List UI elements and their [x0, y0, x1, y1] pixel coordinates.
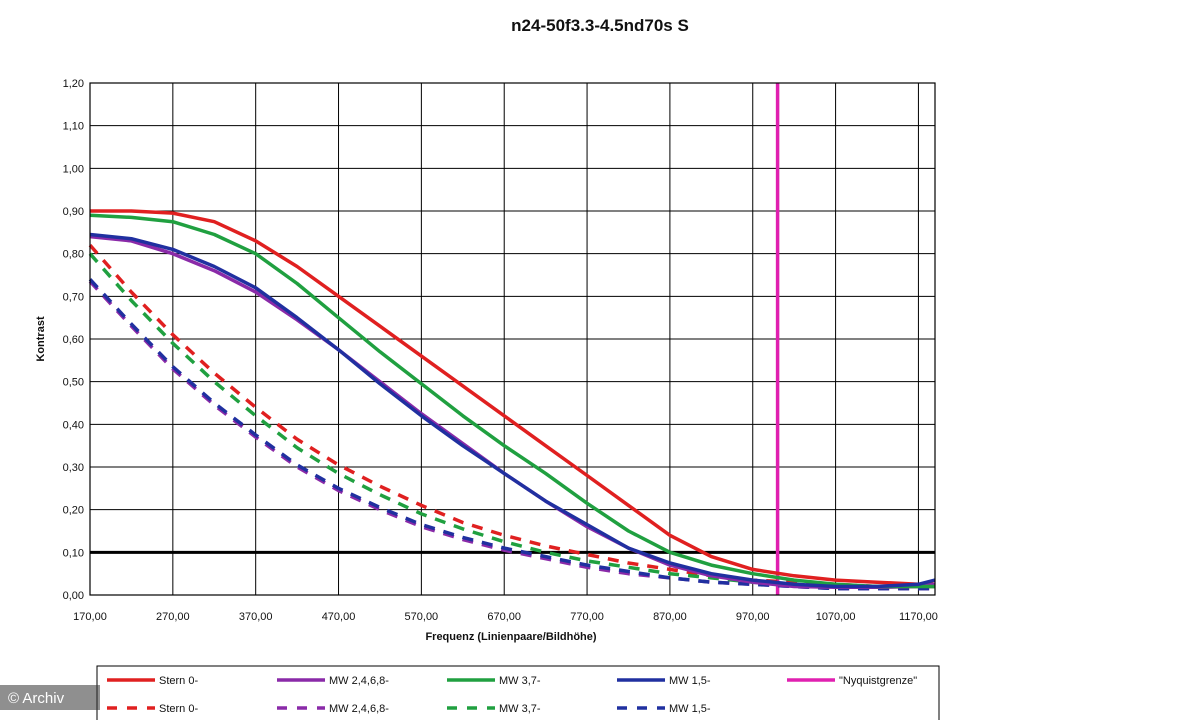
y-tick-label: 0,70: [63, 291, 84, 303]
series-line-solid-3: [89, 232, 936, 589]
y-tick-label: 0,80: [63, 249, 84, 261]
legend-label: Stern 0-: [159, 675, 198, 687]
chart-title: n24-50f3.3-4.5nd70s S: [511, 16, 689, 35]
series-line-solid-2: [89, 213, 935, 589]
legend-label: "Nyquistgrenze": [839, 675, 917, 687]
y-tick-label: 0,40: [63, 419, 84, 431]
legend-label: MW 3,7-: [499, 675, 541, 687]
legend-label: MW 2,4,6,8-: [329, 703, 389, 715]
x-tick-label: 670,00: [487, 611, 521, 623]
x-tick-label: 970,00: [736, 611, 770, 623]
x-tick-labels: 170,00 270,00 370,00 470,00 570,00 670,00 770,…: [73, 611, 938, 623]
legend-label: Stern 0-: [159, 703, 198, 715]
x-tick-label: 570,00: [405, 611, 439, 623]
x-tick-label: 470,00: [322, 611, 356, 623]
legend-label: MW 1,5-: [669, 675, 711, 687]
x-tick-label: 370,00: [239, 611, 273, 623]
legend: Stern 0- MW 2,4,6,8- MW 3,7- MW 1,5- "Nyquis…: [96, 665, 940, 720]
legend-label: MW 3,7-: [499, 703, 541, 715]
watermark: © Archiv: [0, 685, 100, 710]
series-line-solid-1: [89, 234, 936, 590]
x-axis-label: Frequenz (Linienpaare/Bildhöhe): [425, 631, 596, 643]
y-tick-label: 0,20: [63, 505, 84, 517]
y-tick-label: 0,10: [63, 547, 84, 559]
reference-lines: [90, 83, 935, 595]
series-group: [88, 209, 936, 591]
y-tick-label: 1,00: [63, 163, 84, 175]
series-line-solid-0: [90, 209, 935, 587]
y-tick-label: 0,90: [63, 206, 84, 218]
y-tick-label: 0,30: [63, 462, 84, 474]
y-tick-label: 0,60: [63, 334, 84, 346]
x-tick-label: 270,00: [156, 611, 190, 623]
legend-label: MW 2,4,6,8-: [329, 675, 389, 687]
y-tick-label: 1,10: [63, 121, 84, 133]
legend-label: MW 1,5-: [669, 703, 711, 715]
legend-frame: [96, 665, 940, 720]
y-tick-label: 0,50: [63, 377, 84, 389]
y-tick-label: 1,20: [63, 78, 84, 90]
grid: [89, 82, 935, 596]
x-tick-label: 1070,00: [816, 611, 856, 623]
plot-frame: [89, 82, 936, 596]
y-tick-labels: 0,00 0,10 0,20 0,30 0,40 0,50 0,60 0,70 0,80 0,90…: [63, 78, 84, 602]
y-axis-label: Kontrast: [35, 316, 47, 362]
series-line-dashed-7: [88, 278, 935, 591]
x-tick-label: 170,00: [73, 611, 107, 623]
y-tick-label: 0,00: [63, 590, 84, 602]
watermark-text: © Archiv: [8, 690, 65, 707]
watermark-bg: [0, 685, 100, 710]
x-tick-label: 870,00: [653, 611, 687, 623]
x-tick-label: 770,00: [570, 611, 604, 623]
x-tick-label: 1170,00: [899, 611, 938, 623]
